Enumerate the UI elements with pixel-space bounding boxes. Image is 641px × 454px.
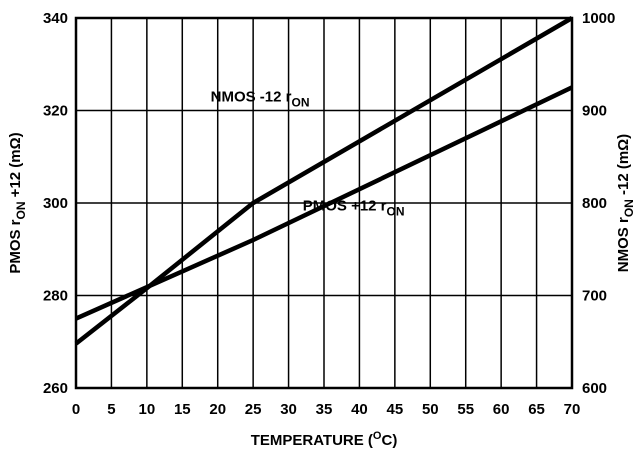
series-line-nmos	[74, 16, 574, 346]
series-line-pmos	[75, 85, 573, 321]
axis-titles: TEMPERATURE (OC) PMOS rON +12 (mΩ) NMOS rO…	[7, 132, 636, 449]
y-right-tick-label: 600	[582, 380, 607, 397]
x-tick-label: 20	[209, 401, 226, 418]
x-axis-title: TEMPERATURE (OC)	[251, 430, 398, 449]
x-tick-label: 55	[457, 401, 474, 418]
y-left-tick-label: 320	[43, 103, 68, 120]
x-tick-label: 60	[493, 401, 510, 418]
tick-labels: 0 5 10 15 20 25 30 35 40 45 50 55 60 65 70 260 280 300 320…	[43, 10, 615, 418]
x-tick-label: 35	[316, 401, 333, 418]
y-left-tick-label: 260	[43, 380, 68, 397]
y-right-tick-label: 900	[582, 103, 607, 120]
x-tick-label: 5	[107, 401, 115, 418]
y-left-tick-label: 300	[43, 195, 68, 212]
x-tick-label: 15	[174, 401, 191, 418]
x-tick-label: 45	[387, 401, 404, 418]
plot-frame	[74, 16, 574, 390]
y-right-axis-title: NMOS rON -12 (mΩ)	[615, 134, 636, 272]
x-tick-label: 30	[280, 401, 297, 418]
series-lines	[74, 16, 574, 346]
y-right-tick-label: 1000	[582, 10, 615, 27]
annotations: NMOS -12 rON PMOS +12 rON	[211, 88, 405, 218]
y-right-tick-label: 700	[582, 288, 607, 305]
y-left-tick-label: 280	[43, 288, 68, 305]
x-tick-label: 65	[528, 401, 545, 418]
annotation-nmos: NMOS -12 rON	[211, 88, 310, 109]
x-tick-label: 25	[245, 401, 262, 418]
x-tick-label: 50	[422, 401, 439, 418]
x-tick-label: 0	[72, 401, 80, 418]
x-tick-label: 40	[351, 401, 368, 418]
x-tick-label: 10	[139, 401, 156, 418]
x-tick-label: 70	[564, 401, 581, 418]
y-left-axis-title: PMOS rON +12 (mΩ)	[7, 132, 28, 273]
y-right-tick-label: 800	[582, 195, 607, 212]
y-left-tick-label: 340	[43, 10, 68, 27]
annotation-pmos: PMOS +12 rON	[303, 197, 405, 218]
